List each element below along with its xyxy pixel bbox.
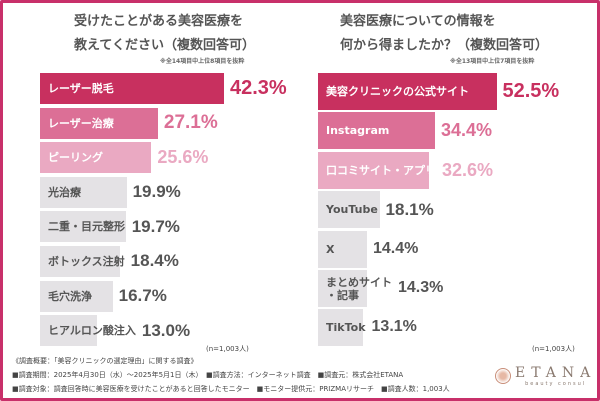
bar-label: レーザー治療	[48, 116, 114, 130]
bar-7: ヒアルロン酸注入	[40, 315, 136, 347]
bar-label: YouTube	[326, 203, 378, 217]
value-label: 16.7%	[118, 285, 167, 305]
bar-0: 美容クリニックの公式サイト	[318, 73, 497, 110]
bar-label: 毛穴洗浄	[48, 289, 92, 303]
bar-label: ヒアルロン酸注入	[48, 324, 136, 338]
bar-1: レーザー治療	[40, 107, 158, 139]
value-label: 18.4%	[130, 251, 179, 271]
footer-survey-target: ■調査対象：調査回答時に美容医療を受けたことがあると回答したモニター ■モニター…	[12, 385, 450, 393]
chart-1-title: 受けたことがある美容医療を 教えてください（複数回答可）	[74, 14, 255, 53]
chart-1-sample: (n=1,003人)	[206, 345, 249, 353]
value-label: 13.0%	[141, 320, 191, 340]
chart-2-note: ※全13項目中上位7項目を抜粋	[450, 58, 535, 65]
etana-logo: ETANA beauty consul	[495, 365, 596, 387]
bar-label: X	[326, 242, 335, 256]
value-label: 52.5%	[502, 79, 560, 102]
footer-survey-title: 《調査概要：「美容クリニックの選定理由」に関する調査》	[12, 357, 198, 365]
bar-label: 美容クリニックの公式サイト	[326, 85, 469, 98]
logo-name: ETANA	[515, 365, 597, 381]
logo-tagline: beauty consul	[525, 381, 587, 387]
bar-5: ボトックス注射	[40, 246, 125, 277]
bar-label: 口コミサイト・アプリ	[326, 163, 436, 177]
value-label: 27.1%	[163, 111, 218, 133]
bar-4: 二重・目元整形	[40, 211, 126, 243]
bar-3: YouTube	[318, 191, 380, 229]
value-label: 14.3%	[398, 278, 444, 296]
value-label: 42.3%	[230, 76, 287, 99]
bar-4: X	[318, 230, 367, 268]
bar-label: 二重・目元整形	[48, 220, 125, 234]
chart-1-note: ※全14項目中上位8項目を抜粋	[160, 58, 245, 65]
bar-label: Instagram	[326, 124, 390, 138]
bar-2: 口コミサイト・アプリ	[318, 151, 436, 189]
bar-label: 光治療	[48, 185, 81, 199]
bar-label: ボトックス注射	[48, 255, 125, 268]
bar-label: ピーリング	[48, 151, 103, 165]
value-label: 13.1%	[371, 318, 417, 336]
bar-label: TikTok	[326, 321, 366, 335]
value-label: 34.4%	[440, 120, 492, 141]
footer-survey-period: ■調査期間：2025年4月30日（水）～2025年5月1日（木） ■調査方法：イ…	[12, 371, 404, 379]
bar-label: レーザー脱毛	[48, 82, 114, 95]
value-label: 19.9%	[132, 182, 181, 202]
bar-6: TikTok	[318, 309, 366, 347]
value-label: 18.1%	[385, 199, 434, 219]
bar-1: Instagram	[318, 112, 435, 150]
bar-3: 光治療	[40, 176, 127, 208]
chart-2-sample: (n=1,003人)	[532, 345, 575, 353]
bar-6: 毛穴洗浄	[40, 280, 113, 312]
bar-2: ピーリング	[40, 142, 152, 174]
value-label: 25.6%	[157, 146, 209, 167]
chart-2-title: 美容医療についての情報を 何から得ましたか？（複数回答可）	[340, 14, 549, 53]
bar-label: まとめサイト ・記事	[326, 275, 392, 302]
value-label: 14.4%	[372, 239, 419, 257]
bar-5: まとめサイト ・記事	[318, 270, 392, 307]
value-label: 32.6%	[442, 159, 494, 180]
logo-emblem-icon	[495, 368, 511, 384]
value-label: 19.7%	[131, 216, 180, 236]
bar-0: レーザー脱毛	[40, 73, 224, 104]
